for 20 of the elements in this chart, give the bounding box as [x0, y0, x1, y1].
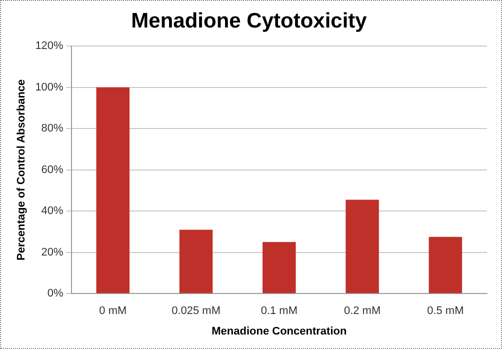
y-tick-label: 20% [41, 246, 64, 258]
x-tick-label: 0.5 mM [427, 305, 464, 318]
y-tick-label: 80% [41, 122, 64, 135]
chart-title: Menadione Cytotoxicity [131, 9, 368, 32]
x-tick-label: 0.1 mM [260, 305, 298, 318]
y-axis-title: Percentage of Control Absorbance [16, 79, 28, 260]
x-tick-label: 0.2 mM [344, 305, 381, 318]
x-axis-title: Menadione Concentration [212, 325, 347, 338]
bar [428, 236, 462, 294]
y-tick-label: 60% [41, 164, 64, 176]
x-tick-label: 0 mM [99, 305, 127, 318]
bar [96, 87, 130, 294]
bar [262, 242, 296, 294]
bar [346, 200, 379, 294]
bar [179, 230, 213, 294]
y-tick-label: 40% [41, 205, 64, 218]
x-tick-label: 0.025 mM [172, 305, 220, 318]
y-tick-label: 120% [35, 40, 64, 52]
y-tick-label: 0% [47, 288, 64, 300]
y-tick-label: 100% [35, 81, 64, 94]
